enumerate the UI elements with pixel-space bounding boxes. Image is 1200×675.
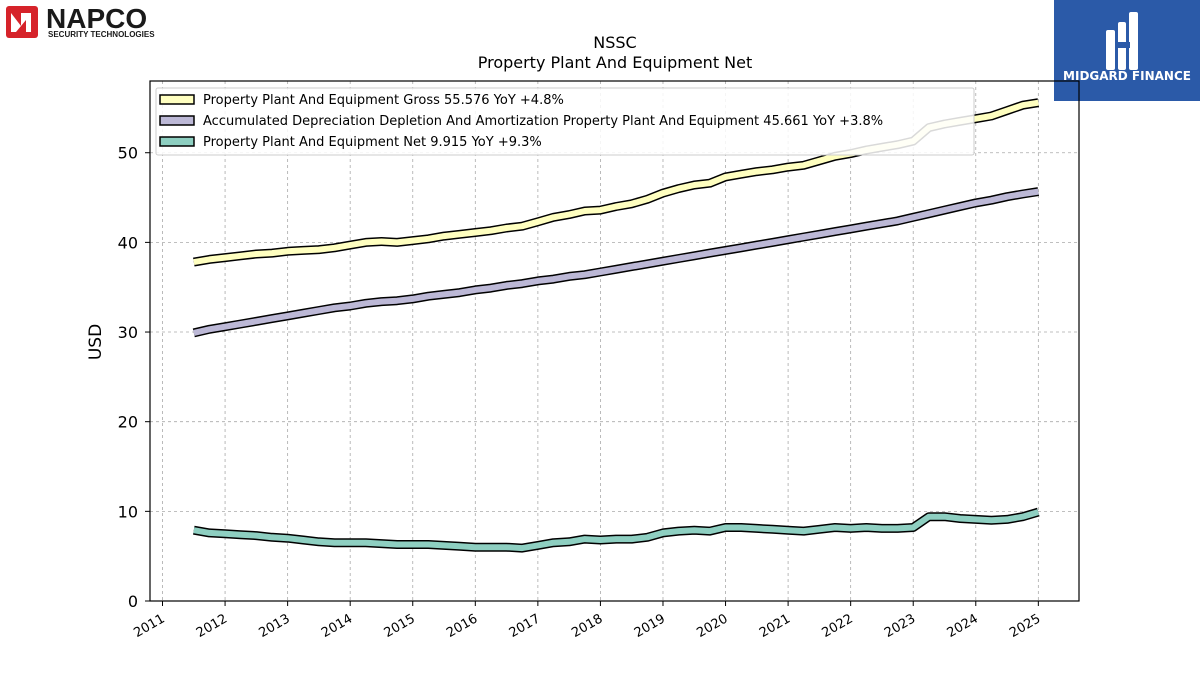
y-tick-label: 50	[118, 144, 138, 163]
x-tick-label: 2023	[882, 611, 918, 641]
napco-logo: NAPCO SECURITY TECHNOLOGIES	[4, 3, 214, 40]
x-tick-label: 2020	[694, 611, 730, 641]
x-tick-label: 2025	[1007, 611, 1043, 641]
svg-text:Accumulated Depreciation Deple: Accumulated Depreciation Depletion And A…	[203, 114, 883, 129]
y-ticks: 0 10 20 30 40 50	[118, 144, 150, 611]
series-line-depreciation	[193, 188, 1039, 336]
legend-yoy-gross: YoY +4.8%	[493, 93, 564, 108]
legend-name-net: Property Plant And Equipment Net	[203, 135, 426, 150]
x-ticks: 2011 2012 2013 2014 2015 2016 2017 2018 2019 2020…	[131, 601, 1043, 641]
legend-name-gross: Property Plant And Equipment Gross	[203, 93, 440, 108]
y-tick-label: 0	[128, 592, 138, 611]
chart-title: NSSC	[593, 33, 636, 52]
svg-text:Property Plant And Equipment G: Property Plant And Equipment Gross 55.57…	[203, 93, 564, 108]
x-tick-label: 2012	[194, 611, 230, 641]
x-tick-label: 2017	[507, 611, 543, 641]
x-tick-label: 2015	[382, 611, 418, 641]
legend-swatch-depreciation	[159, 115, 195, 126]
svg-text:Property Plant And Equipment N: Property Plant And Equipment Net 9.915 Y…	[203, 135, 542, 150]
x-tick-label: 2024	[945, 611, 981, 641]
legend-item-net: Property Plant And Equipment Net 9.915 Y…	[159, 135, 542, 150]
legend-item-depreciation: Accumulated Depreciation Depletion And A…	[159, 114, 883, 129]
napco-logo-subtext: SECURITY TECHNOLOGIES	[48, 30, 155, 39]
series-layer	[192, 98, 1040, 553]
legend-value-depreciation: 45.661	[763, 114, 809, 129]
legend-swatch-gross	[159, 94, 195, 105]
x-tick-label: 2016	[444, 611, 480, 641]
legend-yoy-net: YoY +9.3%	[471, 135, 542, 150]
x-tick-label: 2011	[131, 611, 167, 641]
x-tick-label: 2018	[569, 611, 605, 641]
legend-value-net: 9.915	[430, 135, 467, 150]
x-tick-label: 2019	[632, 611, 668, 641]
legend-swatch-net	[159, 136, 195, 147]
midgard-logo-text: MIDGARD FINANCE	[1063, 69, 1191, 83]
x-tick-label: 2021	[757, 611, 793, 641]
legend-item-gross: Property Plant And Equipment Gross 55.57…	[159, 93, 564, 108]
y-tick-label: 40	[118, 233, 138, 252]
legend: Property Plant And Equipment Gross 55.57…	[155, 87, 975, 156]
legend-name-depreciation: Accumulated Depreciation Depletion And A…	[203, 114, 759, 129]
legend-yoy-depreciation: YoY +3.8%	[812, 114, 883, 129]
x-tick-label: 2013	[256, 611, 292, 641]
napco-logo-text: NAPCO	[46, 4, 147, 34]
x-tick-label: 2014	[319, 611, 355, 641]
y-tick-label: 20	[118, 413, 138, 432]
legend-value-gross: 55.576	[444, 93, 490, 108]
y-tick-label: 10	[118, 502, 138, 521]
x-tick-label: 2022	[819, 611, 855, 641]
series-line-net	[193, 509, 1040, 552]
y-tick-label: 30	[118, 323, 138, 342]
midgard-mark-icon	[1106, 12, 1138, 70]
midgard-finance-logo: MIDGARD FINANCE	[1054, 0, 1200, 101]
grid	[150, 81, 1079, 601]
y-axis-label: USD	[86, 324, 106, 360]
legend-box	[155, 87, 975, 156]
plot-frame	[149, 80, 1080, 602]
chart-subtitle: Property Plant And Equipment Net	[478, 53, 753, 72]
